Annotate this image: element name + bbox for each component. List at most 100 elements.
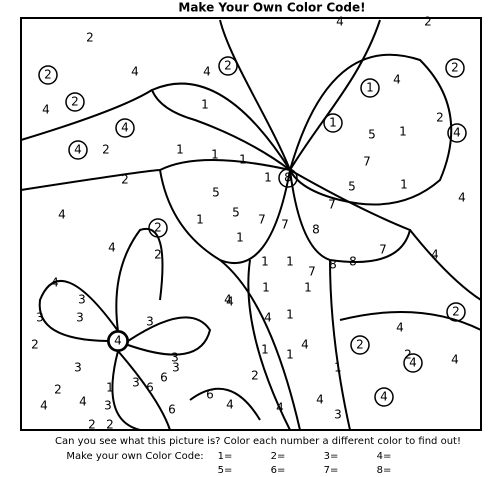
region-number: 3 <box>78 293 86 307</box>
region-number: 7 <box>308 265 316 279</box>
region-number: 3 <box>146 315 154 329</box>
number-circle <box>218 56 238 76</box>
region-number: 1 <box>196 213 204 227</box>
region-number: 4 <box>226 295 234 309</box>
region-number: 1 <box>366 81 374 95</box>
number-circle <box>350 335 370 355</box>
region-number: 6 <box>206 388 214 402</box>
region-number: 2 <box>451 61 459 75</box>
region-number: 7 <box>281 218 289 232</box>
region-number: 4 <box>264 311 272 325</box>
number-circle <box>447 123 467 143</box>
region-number: 5 <box>212 186 220 200</box>
region-number: 4 <box>453 126 461 140</box>
region-number: 2 <box>88 418 96 432</box>
region-number: 4 <box>224 293 232 307</box>
region-number: 4 <box>40 399 48 413</box>
region-number: 4 <box>409 356 417 370</box>
region-number: 1 <box>261 255 269 269</box>
region-number: 2 <box>31 338 39 352</box>
color-code-slot: 5= <box>218 465 233 476</box>
number-circle <box>148 218 168 238</box>
number-circle <box>360 78 380 98</box>
region-number: 4 <box>108 241 116 255</box>
region-number: 3 <box>104 399 112 413</box>
region-number: 8 <box>312 223 320 237</box>
region-number: 6 <box>160 371 168 385</box>
region-number: 2 <box>154 248 162 262</box>
region-number: 3 <box>74 361 82 375</box>
region-number: 4 <box>301 338 309 352</box>
color-code-slot: 4= <box>377 451 392 462</box>
page-title: Make Your Own Color Code! <box>178 1 365 15</box>
region-number: 4 <box>203 65 211 79</box>
region-number: 4 <box>114 334 122 348</box>
region-number: 6 <box>168 403 176 417</box>
picture-outline <box>20 17 482 431</box>
number-circle <box>68 140 88 160</box>
region-number: 3 <box>36 311 44 325</box>
region-number: 4 <box>42 103 50 117</box>
region-number: 1 <box>286 255 294 269</box>
region-number: 4 <box>131 65 139 79</box>
region-number: 2 <box>121 173 129 187</box>
region-number: 1 <box>304 281 312 295</box>
region-number: 2 <box>154 221 162 235</box>
region-number: 8 <box>284 171 292 185</box>
code-label: Make your own Color Code: <box>66 451 203 462</box>
region-number: 1 <box>106 381 114 395</box>
region-number: 1 <box>400 178 408 192</box>
color-code-slot: 7= <box>324 465 339 476</box>
region-number: 2 <box>44 68 52 82</box>
region-number: 4 <box>74 143 82 157</box>
region-number: 4 <box>451 353 459 367</box>
color-code-slot: 8= <box>377 465 392 476</box>
color-code-slot: 2= <box>271 451 286 462</box>
number-circle <box>38 65 58 85</box>
number-circle <box>445 58 465 78</box>
region-number: 7 <box>258 213 266 227</box>
region-number: 1 <box>286 308 294 322</box>
region-number: 1 <box>334 361 342 375</box>
number-circle <box>278 168 298 188</box>
region-number: 1 <box>211 148 219 162</box>
color-code-slot: 1= <box>218 451 233 462</box>
region-number: 2 <box>424 15 432 29</box>
region-number: 4 <box>79 395 87 409</box>
region-number: 6 <box>146 381 154 395</box>
region-number: 5 <box>232 206 240 220</box>
region-number: 2 <box>452 305 460 319</box>
number-circle <box>323 113 343 133</box>
region-number: 3 <box>172 361 180 375</box>
region-number: 4 <box>431 248 439 262</box>
region-number: 2 <box>404 348 412 362</box>
region-number: 2 <box>356 338 364 352</box>
question: Can you see what this picture is? Color … <box>55 436 461 447</box>
region-number: 1 <box>264 171 272 185</box>
region-number: 1 <box>329 116 337 130</box>
region-number: 5 <box>368 128 376 142</box>
region-number: 4 <box>226 398 234 412</box>
region-number: 2 <box>102 143 110 157</box>
region-number: 4 <box>51 276 59 290</box>
region-number: 7 <box>363 155 371 169</box>
region-number: 3 <box>76 311 84 325</box>
region-number: 1 <box>399 125 407 139</box>
region-number: 3 <box>132 376 140 390</box>
number-circle <box>115 118 135 138</box>
number-circle <box>108 331 128 351</box>
region-number: 4 <box>380 390 388 404</box>
region-number: 4 <box>276 401 284 415</box>
color-code-slot: 6= <box>271 465 286 476</box>
region-number: 4 <box>396 321 404 335</box>
region-number: 4 <box>121 121 129 135</box>
region-number: 7 <box>328 198 336 212</box>
region-number: 7 <box>379 243 387 257</box>
region-number: 8 <box>349 255 357 269</box>
region-number: 1 <box>262 281 270 295</box>
region-number: 2 <box>86 31 94 45</box>
region-number: 1 <box>261 343 269 357</box>
region-number: 1 <box>236 231 244 245</box>
region-number: 2 <box>106 418 114 432</box>
